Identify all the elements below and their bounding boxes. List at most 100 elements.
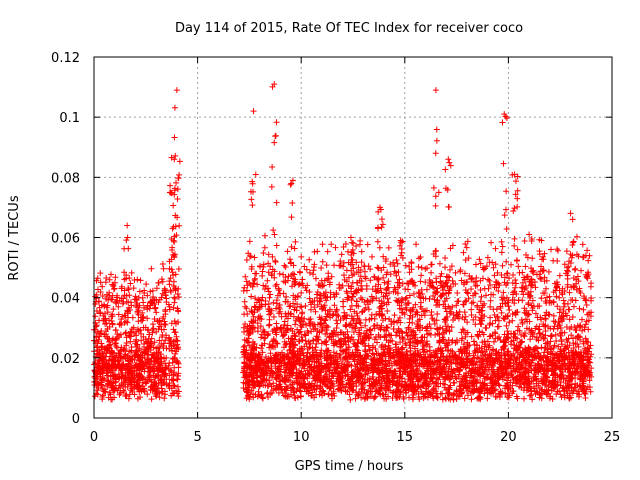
data-point: [428, 269, 435, 276]
data-point: [143, 281, 150, 288]
data-point: [504, 270, 511, 277]
data-point: [99, 292, 106, 299]
data-point: [519, 279, 526, 286]
data-point: [472, 261, 479, 268]
data-point: [156, 318, 163, 325]
data-point: [165, 301, 172, 308]
data-point: [302, 332, 309, 339]
data-point: [139, 294, 146, 301]
data-point: [118, 285, 125, 292]
data-point: [107, 391, 114, 398]
data-point: [384, 281, 391, 288]
data-point: [95, 286, 102, 293]
data-point: [360, 390, 367, 397]
data-point: [404, 332, 411, 339]
data-point: [106, 276, 113, 283]
data-point: [159, 261, 166, 268]
data-point: [576, 305, 583, 312]
data-point: [277, 308, 284, 315]
data-point: [317, 298, 324, 305]
data-point: [478, 293, 485, 300]
data-point: [108, 379, 115, 386]
data-point: [340, 272, 347, 279]
data-point: [136, 371, 143, 378]
data-point: [521, 237, 528, 244]
data-point: [306, 344, 313, 351]
data-point: [340, 244, 347, 251]
data-point: [159, 315, 166, 322]
data-point: [535, 337, 542, 344]
data-point: [115, 332, 122, 339]
data-point: [264, 277, 271, 284]
data-point: [156, 394, 163, 401]
data-point: [306, 288, 313, 295]
data-point: [117, 320, 124, 327]
data-point: [588, 280, 595, 287]
data-point: [515, 263, 522, 270]
data-point: [149, 326, 156, 333]
data-point: [175, 372, 182, 379]
data-point: [103, 304, 110, 311]
data-point: [171, 251, 178, 258]
data-point: [139, 359, 146, 366]
data-points: [91, 81, 595, 403]
data-point: [113, 300, 120, 307]
data-point: [557, 325, 564, 332]
data-point: [402, 262, 409, 269]
data-point: [328, 241, 335, 248]
data-point: [170, 202, 177, 209]
data-point: [115, 385, 122, 392]
data-point: [547, 333, 554, 340]
data-point: [476, 256, 483, 263]
data-point: [174, 376, 181, 383]
data-point: [170, 338, 177, 345]
data-point: [134, 276, 141, 283]
data-point: [93, 291, 100, 298]
data-point: [561, 261, 568, 268]
data-point: [258, 345, 265, 352]
data-point: [487, 297, 494, 304]
data-point: [168, 154, 175, 161]
data-point: [94, 368, 101, 375]
data-point: [281, 262, 288, 269]
data-point: [155, 279, 162, 286]
data-point: [112, 298, 119, 305]
data-point: [148, 300, 155, 307]
data-point: [262, 298, 269, 305]
data-point: [301, 331, 308, 338]
data-point: [353, 243, 360, 250]
data-point: [111, 371, 118, 378]
data-point: [131, 330, 138, 337]
data-point: [171, 318, 178, 325]
data-point: [167, 189, 174, 196]
data-point: [150, 293, 157, 300]
data-point: [141, 290, 148, 297]
data-point: [357, 273, 364, 280]
data-point: [267, 291, 274, 298]
data-point: [396, 276, 403, 283]
data-point: [171, 369, 178, 376]
data-point: [98, 340, 105, 347]
data-point: [153, 328, 160, 335]
data-point: [127, 360, 134, 367]
data-point: [140, 333, 147, 340]
data-point: [270, 299, 277, 306]
data-point: [391, 312, 398, 319]
data-point: [259, 294, 266, 301]
data-point: [553, 293, 560, 300]
data-point: [550, 312, 557, 319]
data-point: [158, 326, 165, 333]
data-point: [94, 381, 101, 388]
data-point: [538, 316, 545, 323]
data-point: [526, 392, 533, 399]
data-point: [108, 384, 115, 391]
data-point: [488, 239, 495, 246]
data-point: [312, 275, 319, 282]
data-point: [123, 340, 130, 346]
data-point: [117, 346, 124, 353]
data-point: [109, 320, 116, 327]
data-point: [171, 295, 178, 302]
data-point: [132, 362, 139, 369]
data-point: [499, 262, 506, 269]
data-point: [167, 275, 174, 282]
